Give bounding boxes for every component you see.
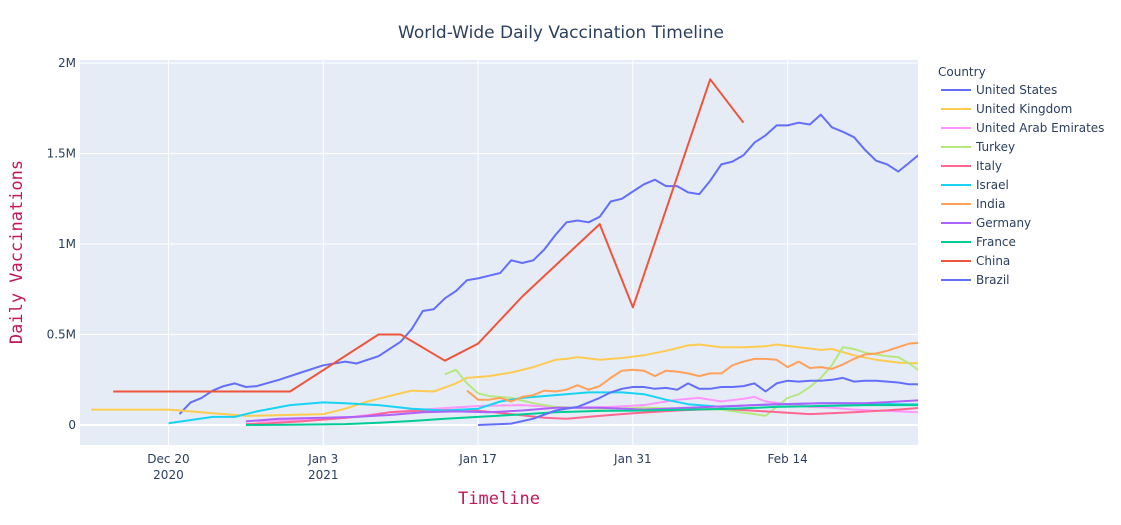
legend-item[interactable]: United Kingdom [941, 102, 1072, 116]
series-layer [91, 78, 918, 426]
y-tick-label: 2M [58, 56, 76, 70]
legend-label: Brazil [976, 273, 1010, 287]
chart-title: World-Wide Daily Vaccination Timeline [398, 23, 724, 43]
y-axis-title: Daily Vaccinations [7, 160, 27, 344]
legend-label: Turkey [975, 140, 1015, 154]
series-line-germany [245, 399, 918, 423]
legend-label: United States [976, 83, 1057, 97]
x-tick-label: Jan 17 [458, 452, 497, 466]
legend-item[interactable]: China [941, 254, 1010, 268]
x-tick-year-label: 2021 [308, 468, 339, 482]
legend-item[interactable]: United States [941, 83, 1057, 97]
series-line-china [113, 78, 745, 393]
y-axis-ticks: 0 0.5M 1M 1.5M 2M [47, 56, 76, 432]
x-tick-label: Dec 20 [147, 452, 189, 466]
series-line-brazil [478, 376, 918, 426]
x-tick-label: Jan 31 [613, 452, 652, 466]
series-line-turkey [444, 346, 918, 417]
legend-label: China [976, 254, 1010, 268]
y-tick-label: 1M [58, 237, 76, 251]
y-tick-label: 0 [68, 418, 76, 432]
x-tick-label: Feb 14 [767, 452, 807, 466]
y-tick-label: 0.5M [47, 328, 76, 342]
legend-item[interactable]: France [941, 235, 1016, 249]
legend-item[interactable]: Germany [941, 216, 1031, 230]
x-axis-ticks: Dec 20 2020 Jan 3 2021 Jan 17 Jan 31 Feb 14 [147, 452, 808, 482]
plot-area [80, 60, 918, 445]
legend: Country United States United Kingdom Unite… [938, 65, 1104, 287]
legend-item[interactable]: India [941, 197, 1005, 211]
legend-label: Israel [976, 178, 1009, 192]
x-tick-label: Jan 3 [307, 452, 338, 466]
x-tick-year-label: 2020 [153, 468, 184, 482]
legend-label: Italy [976, 159, 1002, 173]
series-line-india [466, 341, 918, 403]
legend-item[interactable]: Israel [941, 178, 1009, 192]
legend-label: France [976, 235, 1016, 249]
legend-label: United Kingdom [976, 102, 1072, 116]
legend-label: United Arab Emirates [976, 121, 1104, 135]
legend-item[interactable]: Turkey [941, 140, 1015, 154]
legend-label: India [976, 197, 1005, 211]
series-line-united-kingdom [91, 343, 918, 417]
legend-label: Germany [976, 216, 1031, 230]
legend-item[interactable]: Brazil [941, 273, 1010, 287]
x-axis-title: Timeline [458, 489, 540, 509]
legend-item[interactable]: Italy [941, 159, 1002, 173]
series-line-france [245, 404, 918, 426]
legend-title: Country [938, 65, 986, 79]
legend-item[interactable]: United Arab Emirates [941, 121, 1104, 135]
y-tick-label: 1.5M [47, 147, 76, 161]
